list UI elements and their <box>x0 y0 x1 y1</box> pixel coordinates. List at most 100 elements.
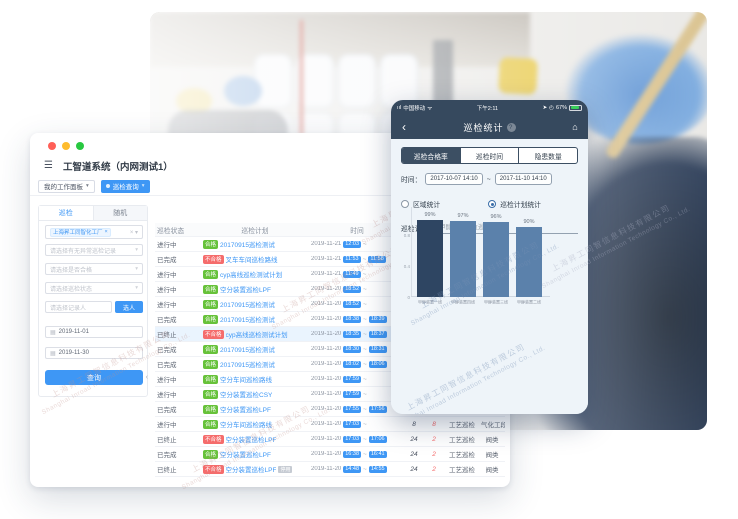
tab-inspection-query[interactable]: 巡检查询 ▾ <box>100 179 150 193</box>
date-text: 2019-11-20 <box>311 316 342 322</box>
table-row[interactable]: 已终止 不合格 空分装置巡检LPF 停用 2019-11-20 14:48 ~14:55 24… <box>155 462 505 477</box>
home-button[interactable]: ⌂ <box>572 122 578 132</box>
start-time-chip: 18:52 <box>343 300 362 308</box>
plan-link[interactable]: 叉车车间巡检路线 <box>225 257 278 264</box>
pick-person-button[interactable]: 选人 <box>115 301 143 313</box>
table-row[interactable]: 已完成 合格 空分装置巡检LPF 2019-11-20 16:38 ~16:41 24 2 工艺… <box>155 447 505 462</box>
plan-link[interactable]: 空分车间巡检路线 <box>220 422 273 429</box>
phone-status-bar: ııl 中国移动 ᯤ 下午2:11 ➤ ◴ 67% <box>391 100 588 115</box>
start-time-chip: 17:55 <box>343 405 362 413</box>
back-button[interactable]: ‹ <box>402 120 406 134</box>
segment-2[interactable]: 巡检时间 <box>459 148 519 163</box>
sidebar-tab-random[interactable]: 随机 <box>92 206 147 220</box>
plan-link[interactable]: cyp高线巡检测试计划 <box>225 332 288 339</box>
end-time-chip: 11:58 <box>368 255 386 263</box>
table-row[interactable]: 已终止 不合格 空分装置巡检LPF 2019-11-20 17:03 ~17:06 24 2 工… <box>155 432 505 447</box>
qualified-badge: 合格 <box>203 344 219 354</box>
end-time-chip: 17:06 <box>368 435 387 443</box>
bar-甲醇装置二线[interactable]: 90% 甲醇装置二线 <box>516 219 542 305</box>
minimize-window-button[interactable] <box>62 142 70 150</box>
plan-link[interactable]: 空分装置巡检LPF <box>225 437 277 444</box>
lock-icon: ◴ <box>549 104 554 111</box>
status-time: 下午2:11 <box>476 105 499 112</box>
start-time-chip: 18:38 <box>343 315 362 323</box>
start-time-chip: 18:02 <box>343 360 362 368</box>
segment-3[interactable]: 隐患数量 <box>518 148 577 163</box>
date-text: 2019-11-21 <box>311 241 342 247</box>
plan-link[interactable]: 20170915巡检测试 <box>220 242 275 249</box>
end-date-picker[interactable]: ▦ 2019-11-30 <box>45 347 143 359</box>
segment-1[interactable]: 巡检合格率 <box>402 148 460 163</box>
close-window-button[interactable] <box>48 142 56 150</box>
plan-link[interactable]: 空分装置巡检LPF <box>225 467 277 474</box>
remove-tag-icon[interactable]: × <box>104 229 108 235</box>
phone-nav-bar: ‹ 巡检统计 ? ⌂ <box>391 115 588 139</box>
table-row[interactable]: 进行中 合格 空分车间巡检路线 2019-11-20 17:03 ~8 8 工艺巡检 气化工段 <box>155 417 505 432</box>
status-text: 进行中 <box>157 272 177 279</box>
plan-link[interactable]: 空分装置巡检CSY <box>220 392 273 399</box>
qualified-badge: 合格 <box>203 359 219 369</box>
date-text: 2019-11-20 <box>311 436 342 442</box>
plan-link[interactable]: 20170915巡检测试 <box>220 362 275 369</box>
plan-link[interactable]: 空分车间巡检路线 <box>220 377 273 384</box>
collapse-sidebar-icon[interactable]: ‹ <box>145 374 148 381</box>
filter-sidebar: 巡检 随机 上海昇工同智化工厂 × × ▾ 请选择有无异常巡检记录 ▾ 请选择是否合… <box>38 205 148 397</box>
plan-link[interactable]: cyp高线巡检测试计划 <box>220 272 283 279</box>
plan-link[interactable]: 20170915巡检测试 <box>220 302 275 309</box>
y-tick-label: 0.8 <box>403 232 410 238</box>
stat-type-segmented-control: 巡检合格率 巡检时间 隐患数量 <box>401 147 578 164</box>
bar-value-label: 97% <box>457 213 469 220</box>
bar-甲醇装置四线[interactable]: 97% 甲醇装置四线 <box>450 213 476 305</box>
radio-plan-statistics[interactable] <box>488 200 497 208</box>
y-tick-label: 0.4 <box>403 263 410 269</box>
help-icon[interactable]: ? <box>506 122 516 132</box>
time-to-input[interactable]: 2017-11-10 14:10 <box>494 173 552 185</box>
phone-page-title: 巡检统计 ? <box>417 121 562 134</box>
status-text: 已完成 <box>157 347 177 354</box>
radio-area-statistics[interactable] <box>401 200 409 208</box>
status-select[interactable]: 请选择巡检状态 ▾ <box>45 282 143 294</box>
time-from-input[interactable]: 2017-10-07 14:10 <box>425 173 483 185</box>
maximize-window-button[interactable] <box>76 142 84 150</box>
plan-link[interactable]: 空分装置巡检LPF <box>220 452 271 459</box>
start-time-chip: 14:48 <box>343 465 362 473</box>
bar-value-label: 90% <box>523 218 535 225</box>
menu-icon[interactable]: ☰ <box>44 160 53 171</box>
qualified-badge: 合格 <box>203 284 219 294</box>
window-titlebar <box>30 133 510 155</box>
tab-workspace[interactable]: 我的工作面板 ▾ <box>38 179 95 193</box>
start-time-chip: 11:49 <box>343 270 361 278</box>
bar-甲醇装置三线[interactable]: 96% 甲醇装置三线 <box>483 214 509 305</box>
chevron-down-icon: ▾ <box>141 183 145 189</box>
date-text: 2019-11-20 <box>311 376 342 382</box>
plan-tag: 停用 <box>278 465 293 473</box>
search-button[interactable]: 查询 <box>45 370 143 385</box>
x-tick-label: 甲醇装置四线 <box>450 300 475 306</box>
end-time-chip: 16:41 <box>368 450 387 458</box>
sidebar-tab-inspection[interactable]: 巡检 <box>39 206 93 220</box>
abnormal-record-select[interactable]: 请选择有无异常巡检记录 ▾ <box>45 244 143 256</box>
plan-link[interactable]: 空分装置巡检LPF <box>220 287 271 294</box>
bar-甲醇装置一线[interactable]: 99% 甲醇装置一线 <box>417 212 443 305</box>
y-tick-label: 0 <box>407 295 410 300</box>
status-text: 已完成 <box>157 407 177 414</box>
start-date-picker[interactable]: ▦ 2019-11-01 <box>45 326 143 338</box>
qualified-badge: 合格 <box>203 419 219 429</box>
date-text: 2019-11-20 <box>311 466 342 472</box>
status-text: 进行中 <box>157 242 177 249</box>
chevron-down-icon: ▾ <box>86 183 89 189</box>
recorder-input[interactable]: 请选择记录人 <box>45 301 112 313</box>
status-text: 已完成 <box>157 257 177 264</box>
workspace-tabs: 我的工作面板 ▾ 巡检查询 ▾ <box>30 177 510 196</box>
factory-select[interactable]: 上海昇工同智化工厂 × × ▾ <box>45 225 143 239</box>
start-time-chip: 16:38 <box>343 450 362 458</box>
qualified-select[interactable]: 请选择是否合格 ▾ <box>45 263 143 275</box>
plan-link[interactable]: 20170915巡检测试 <box>220 317 275 324</box>
location-icon: ➤ <box>542 104 548 111</box>
phone-body: 巡检合格率 巡检时间 隐患数量 时间： 2017-10-07 14:10 ~ 201… <box>391 139 588 414</box>
qualified-badge: 不合格 <box>203 434 224 444</box>
plan-link[interactable]: 空分装置巡检LPF <box>220 407 271 414</box>
plan-link[interactable]: 20170915巡检测试 <box>220 347 275 354</box>
qualified-badge: 不合格 <box>203 329 224 339</box>
